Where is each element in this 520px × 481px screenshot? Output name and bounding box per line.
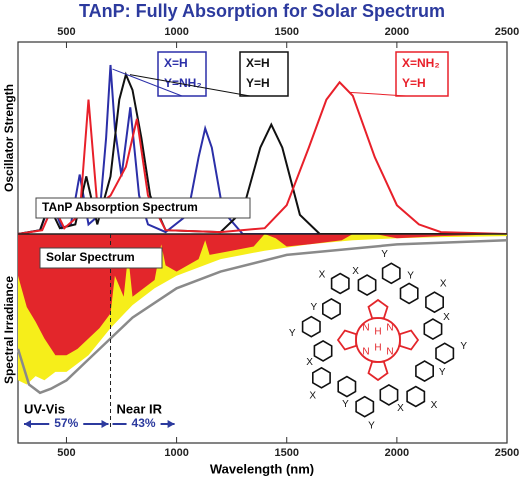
annotation-text: X=H [164, 56, 188, 70]
atom-label: X [319, 269, 326, 280]
atom-label: Y [289, 328, 296, 339]
annotation-text: Y=H [402, 76, 426, 90]
atom-label: H [374, 327, 381, 338]
arrow-head [24, 420, 31, 428]
share-bg [126, 416, 161, 431]
share-bg [49, 416, 84, 431]
leader-line [349, 91, 407, 97]
region-label: UV-Vis [24, 401, 65, 416]
x-tick-label: 500 [57, 447, 75, 459]
x-tick-label: 1000 [164, 26, 188, 38]
atom-label: N [386, 347, 393, 358]
ring [357, 274, 377, 297]
ring [337, 375, 357, 398]
arrow-head [167, 420, 175, 428]
atom-label: H [374, 343, 381, 354]
ring [313, 339, 333, 362]
x-tick-label: 2000 [385, 26, 409, 38]
atom-label: N [362, 347, 369, 358]
leader-line [129, 74, 251, 97]
macrocycle [355, 317, 401, 363]
ring [330, 272, 350, 295]
atom-label: Y [368, 420, 375, 431]
atom-label: Y [342, 399, 349, 410]
x-axis-label: Wavelength (nm) [210, 461, 314, 476]
atom-label: X [352, 266, 359, 277]
atom-label: N [386, 323, 393, 334]
atom-label: X [397, 403, 404, 414]
ring [381, 262, 401, 285]
arrow-head [101, 420, 109, 428]
y-axis-label: Oscillator Strength [2, 84, 16, 192]
leader-line [112, 68, 183, 97]
panel-label: Solar Spectrum [46, 250, 135, 264]
region-share: 57% [54, 416, 78, 430]
atom-label: Y [460, 341, 467, 352]
reference-curve [16, 239, 508, 395]
ring [312, 366, 331, 389]
panel-label: TAnP Absorption Spectrum [42, 200, 198, 214]
x-tick-label: 2500 [495, 447, 519, 459]
x-tick-label: 2000 [385, 447, 409, 459]
x-tick-label: 2500 [495, 26, 519, 38]
label-box [39, 247, 163, 269]
molecule: Y Y X X Y Y X X Y Y X X Y Y X X N N N NHH [289, 249, 467, 431]
x-tick-label: 1500 [274, 26, 298, 38]
atom-label: Y [407, 270, 414, 281]
ring [399, 282, 419, 305]
atom-label: X [306, 357, 313, 368]
annotation-text: X=H [246, 56, 270, 70]
atom-label: Y [381, 249, 388, 260]
region-label: Near IR [117, 401, 163, 416]
atom-label: N [362, 323, 369, 334]
annotation-text: Y=H [246, 76, 270, 90]
label-box [35, 197, 251, 219]
atom-label: X [443, 312, 450, 323]
ring [355, 395, 375, 418]
region-share: 43% [132, 416, 156, 430]
ring [435, 342, 455, 365]
ring [322, 297, 341, 320]
annotation-box [395, 51, 449, 97]
atom-label: X [309, 391, 316, 402]
ring [406, 385, 426, 408]
ring [415, 360, 434, 383]
chart-title: TAnP: Fully Absorption for Solar Spectru… [79, 1, 445, 21]
annotation-box [239, 51, 289, 97]
ring [379, 383, 399, 406]
atom-label: Y [439, 367, 446, 378]
annotation-text: Y=NH₂ [164, 76, 202, 90]
ring [301, 315, 321, 338]
atom-label: Y [310, 302, 317, 313]
y-axis-label: Spectral Irradiance [2, 276, 16, 384]
x-tick-label: 500 [57, 26, 75, 38]
x-tick-label: 1500 [274, 447, 298, 459]
atom-label: X [431, 400, 438, 411]
ring [425, 291, 444, 314]
atom-label: X [440, 279, 447, 290]
x-tick-label: 1000 [164, 447, 188, 459]
ring [423, 318, 443, 341]
annotation-text: X=NH₂ [402, 56, 440, 70]
